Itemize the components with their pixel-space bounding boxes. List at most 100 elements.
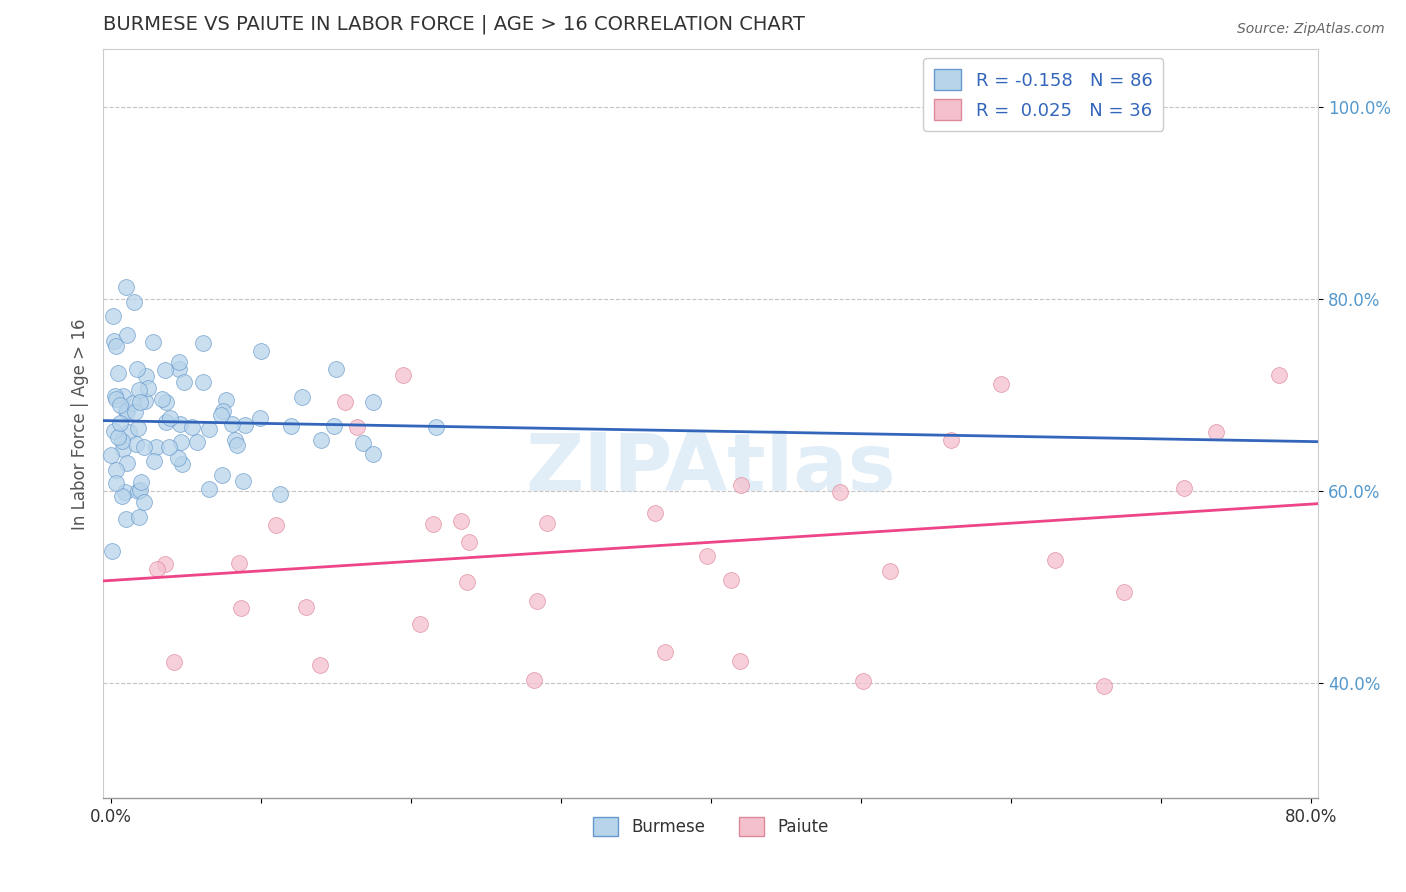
Point (231, 601, 253, 615)
Point (322, 419, 344, 434)
Point (107, 430, 129, 444)
Point (125, 437, 148, 451)
Point (136, 380, 159, 394)
Point (103, 334, 125, 348)
Point (129, 394, 152, 409)
Point (1205, 425, 1227, 440)
Point (115, 456, 138, 470)
Point (211, 467, 233, 482)
Point (143, 454, 166, 468)
Point (114, 512, 136, 526)
Point (101, 543, 124, 558)
Point (197, 483, 219, 497)
Point (128, 510, 150, 524)
Point (134, 393, 156, 408)
Point (250, 344, 273, 359)
Point (939, 433, 962, 447)
Point (155, 415, 177, 429)
Text: ZIPAtlas: ZIPAtlas (526, 430, 896, 508)
Point (122, 396, 145, 410)
Point (155, 558, 177, 572)
Point (124, 295, 146, 310)
Point (173, 375, 195, 389)
Point (198, 422, 221, 436)
Point (163, 655, 186, 669)
Point (211, 404, 233, 418)
Point (115, 280, 138, 294)
Point (523, 673, 546, 687)
Point (170, 457, 193, 471)
Point (696, 549, 718, 563)
Point (1268, 368, 1291, 383)
Point (186, 434, 208, 449)
Point (730, 477, 752, 491)
Point (129, 475, 152, 489)
Point (167, 355, 190, 369)
Point (224, 434, 246, 448)
Point (228, 557, 250, 571)
Point (346, 420, 368, 434)
Point (104, 388, 127, 402)
Point (191, 375, 214, 389)
Point (644, 506, 666, 520)
Point (132, 440, 155, 454)
Point (105, 463, 128, 477)
Point (127, 421, 149, 435)
Point (107, 367, 129, 381)
Point (295, 599, 318, 614)
Point (392, 368, 415, 383)
Point (145, 440, 167, 454)
Point (167, 451, 190, 466)
Point (1173, 481, 1195, 495)
Point (110, 417, 132, 431)
Point (536, 516, 558, 531)
Point (728, 654, 751, 668)
Point (269, 487, 291, 501)
Point (457, 535, 479, 549)
Point (232, 474, 254, 488)
Point (111, 434, 134, 449)
Point (111, 489, 134, 503)
Point (100, 448, 122, 462)
Point (654, 645, 676, 659)
Point (105, 339, 128, 353)
Point (104, 476, 127, 491)
Point (169, 417, 191, 431)
Point (363, 394, 385, 409)
Point (221, 417, 243, 432)
Point (191, 336, 214, 351)
Point (124, 404, 146, 418)
Point (280, 418, 302, 433)
Point (425, 420, 447, 434)
Point (309, 658, 332, 673)
Point (828, 484, 851, 499)
Point (114, 484, 136, 499)
Point (103, 309, 125, 323)
Point (309, 433, 332, 447)
Point (353, 436, 375, 450)
Point (132, 494, 155, 508)
Point (456, 574, 478, 589)
Point (333, 394, 356, 409)
Point (209, 408, 232, 422)
Point (233, 417, 256, 432)
Point (142, 334, 165, 349)
Point (990, 377, 1012, 392)
Point (361, 447, 384, 461)
Point (409, 616, 432, 631)
Point (879, 564, 901, 578)
Point (128, 383, 150, 397)
Point (112, 389, 135, 403)
Point (108, 398, 131, 412)
Point (264, 517, 287, 532)
Point (157, 440, 180, 454)
Point (249, 410, 271, 425)
Point (226, 438, 249, 452)
Point (1092, 679, 1115, 693)
Point (291, 390, 314, 404)
Point (167, 362, 190, 376)
Point (145, 562, 167, 576)
Point (112, 442, 135, 456)
Point (117, 425, 139, 439)
Point (127, 483, 149, 498)
